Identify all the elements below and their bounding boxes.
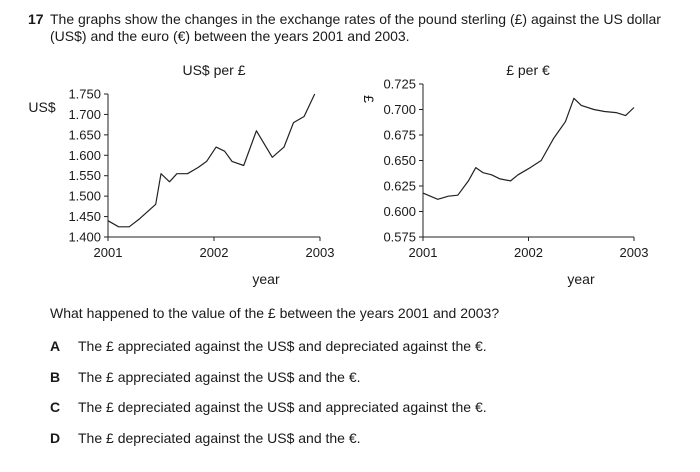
option-letter: C xyxy=(50,399,61,415)
question-ask: What happened to the value of the £ betw… xyxy=(50,305,500,321)
x-tick-label: 2001 xyxy=(94,245,123,260)
option-text: The £ depreciated against the US$ and th… xyxy=(78,430,361,446)
y-tick-label: 1.550 xyxy=(68,168,101,183)
x-tick-label: 2003 xyxy=(306,245,335,260)
x-tick-label: 2001 xyxy=(409,245,438,260)
y-tick-label: 0.650 xyxy=(383,153,416,168)
series-line xyxy=(107,93,316,228)
question-text: The graphs show the changes in the excha… xyxy=(50,11,661,44)
y-tick-label: 1.450 xyxy=(68,209,101,224)
y-tick-label: 0.675 xyxy=(383,128,416,143)
option-letter: A xyxy=(50,338,61,354)
y-tick-label: 1.400 xyxy=(68,230,101,245)
y-tick-label: 1.500 xyxy=(68,189,101,204)
option-a[interactable]: A The £ appreciated against the US$ and d… xyxy=(50,338,487,354)
y-tick-label: 1.700 xyxy=(68,107,101,122)
x-tick-label: 2003 xyxy=(620,245,649,260)
option-letter: D xyxy=(50,430,61,446)
chart-title: US$ per £ xyxy=(182,62,245,78)
y-axis-label: £ xyxy=(361,95,377,103)
y-tick-label: 0.725 xyxy=(383,77,416,92)
y-tick-label: 0.575 xyxy=(383,230,416,245)
y-tick-label: 1.650 xyxy=(68,127,101,142)
x-tick-label: 2002 xyxy=(200,245,229,260)
chart-title: £ per € xyxy=(506,62,550,78)
x-tick-label: 2002 xyxy=(514,245,543,260)
y-tick-label: 0.625 xyxy=(383,179,416,194)
option-text: The £ appreciated against the US$ and th… xyxy=(78,369,361,385)
series-line xyxy=(422,97,635,200)
x-axis-label: year xyxy=(252,271,280,287)
option-b[interactable]: B The £ appreciated against the US$ and t… xyxy=(50,369,361,385)
y-tick-label: 0.600 xyxy=(383,204,416,219)
option-d[interactable]: D The £ depreciated against the US$ and t… xyxy=(50,430,361,446)
y-tick-label: 1.600 xyxy=(68,148,101,163)
question-number: 17 xyxy=(28,11,44,27)
option-c[interactable]: C The £ depreciated against the US$ and a… xyxy=(50,399,487,415)
exchange-rate-charts: 1.400 1.450 1.500 1.550 1.600 1.650 1.700 1.750… xyxy=(28,62,649,287)
option-text: The £ depreciated against the US$ and ap… xyxy=(78,399,487,415)
x-axis-label: year xyxy=(567,271,595,287)
y-axis-label: US$ xyxy=(28,99,55,115)
y-tick-label: 0.700 xyxy=(383,102,416,117)
y-tick-label: 1.750 xyxy=(68,87,101,102)
option-text: The £ appreciated against the US$ and de… xyxy=(78,338,487,354)
option-letter: B xyxy=(50,369,61,385)
